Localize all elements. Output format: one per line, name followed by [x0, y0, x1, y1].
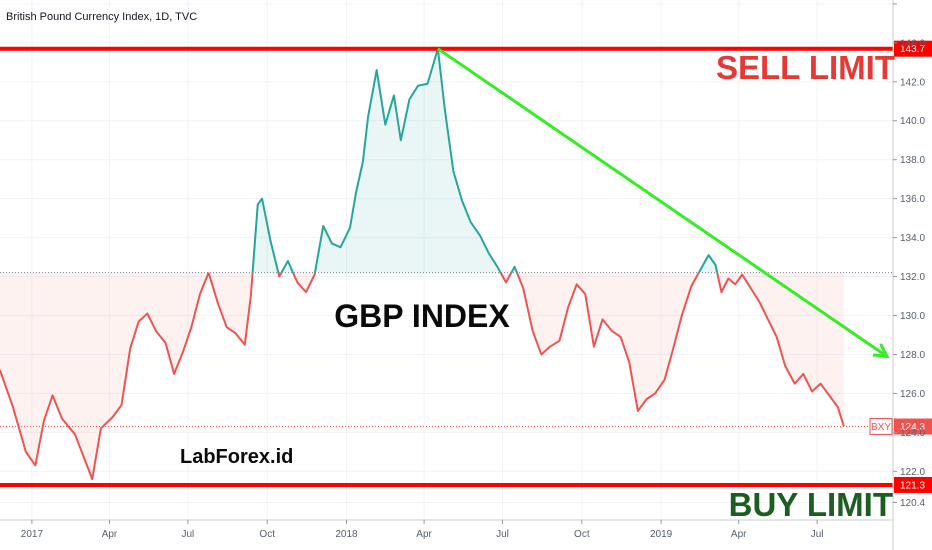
series-up-segment: [697, 254, 719, 274]
x-tick-label: Jul: [182, 529, 195, 540]
y-tick-label: 124.0: [900, 428, 925, 439]
series-down-segment: [716, 272, 845, 427]
last-price-label: 124.3: [900, 422, 925, 433]
y-tick-label: 142.0: [900, 77, 925, 88]
chart-title: British Pound Currency Index, 1D, TVC: [6, 11, 197, 23]
y-tick-label: 146.0: [900, 38, 925, 49]
x-tick-label: Apr: [731, 529, 747, 540]
y-tick-label: 136.0: [900, 194, 925, 205]
y-tick-label: 122.0: [900, 467, 925, 478]
sell-limit-value: 143.7: [900, 44, 925, 55]
area-below-baseline: [208, 272, 253, 345]
x-tick-label: 2019: [650, 529, 673, 540]
buy-limit-tag: [894, 476, 932, 493]
x-tick-label: 2018: [335, 529, 358, 540]
x-tick-label: Oct: [259, 529, 275, 540]
area-fills: [0, 48, 844, 480]
symbol-tag: [869, 418, 893, 436]
area-below-baseline: [0, 272, 209, 480]
x-tick-label: Jul: [811, 529, 824, 540]
y-tick-label: 140.0: [900, 116, 925, 127]
x-tick-label: 2017: [21, 529, 44, 540]
y-tick-label: 126.0: [900, 389, 925, 400]
x-tick-label: Oct: [574, 529, 590, 540]
x-tick-label: Jul: [496, 529, 509, 540]
area-above-baseline: [252, 198, 279, 273]
y-axis: 120.4 122.0 124.0 126.0 128.0 130.0 132.0 134.0…: [892, 0, 925, 550]
trend-line: [437, 47, 888, 358]
area-above-baseline: [314, 48, 501, 273]
series-up-segment: [251, 197, 280, 273]
watermark: LabForex.id: [180, 446, 293, 468]
series-up-segment: [280, 259, 294, 274]
y-tick-label: 128.0: [900, 350, 925, 361]
symbol-tag-label: BXY: [871, 422, 891, 433]
series-down-segment: [277, 272, 283, 278]
y-tick-label: 134.0: [900, 233, 925, 244]
area-below-baseline: [516, 272, 699, 411]
y-tick-label: 130.0: [900, 311, 925, 322]
series-up-segment: [510, 265, 518, 274]
sell-limit-tag: [894, 40, 932, 57]
buy-limit-label: BUY LIMIT: [729, 486, 893, 523]
buy-limit-value: 121.3: [900, 480, 925, 491]
series-down-segment: [499, 272, 513, 284]
trend-arrowhead: [872, 343, 890, 359]
price-lines: [0, 47, 845, 481]
center-title: GBP INDEX: [334, 298, 510, 334]
area-below-baseline: [500, 272, 512, 283]
y-tick-label: 132.0: [900, 272, 925, 283]
area-above-baseline: [698, 255, 718, 273]
x-tick-label: Apr: [102, 529, 118, 540]
y-tick-label: 138.0: [900, 155, 925, 166]
area-above-baseline: [281, 260, 294, 273]
x-axis: 2017 Apr Jul Oct 2018 Apr Jul Oct 2019 Apr Jul: [0, 519, 893, 540]
series-down-segment: [207, 272, 254, 346]
series-down-segment: [292, 272, 316, 294]
overlays: BXY 124.3 143.7 121.3: [0, 40, 932, 493]
sell-limit-label: SELL LIMIT: [716, 49, 895, 86]
series-down-segment: [0, 272, 210, 481]
last-price-tag: [894, 418, 932, 435]
area-below-baseline: [293, 272, 315, 293]
y-tick-label: 120.4: [900, 498, 925, 509]
series-down-segment: [516, 272, 700, 412]
series-up-segment: [313, 47, 502, 274]
x-tick-label: Apr: [416, 529, 432, 540]
